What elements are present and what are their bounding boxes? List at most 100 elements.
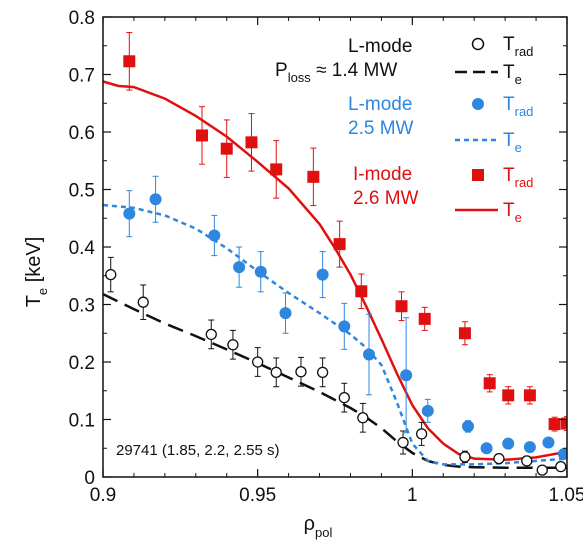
- data-point-s1-p3: [233, 246, 246, 288]
- data-point-s0-p6: [295, 356, 307, 387]
- data-point-s0-p1: [137, 284, 149, 320]
- data-point-s0-p8: [338, 382, 350, 413]
- marker-filled-square: [523, 389, 536, 402]
- marker-filled-square: [548, 418, 561, 431]
- marker-filled-circle: [400, 369, 413, 382]
- legend-filled-square-marker: [472, 169, 484, 181]
- marker-open-circle: [295, 366, 307, 378]
- marker-filled-square: [245, 136, 258, 149]
- marker-filled-square: [333, 238, 346, 251]
- y-tick-label: 0.6: [69, 123, 95, 144]
- data-point-s1-p4: [254, 251, 267, 293]
- legend-open-circle-marker: [471, 37, 485, 51]
- data-point-s2-p15: [561, 416, 567, 431]
- fit-line-0: [103, 292, 567, 470]
- x-tick-label: 0.95: [239, 485, 276, 506]
- data-point-s2-p1: [195, 106, 208, 165]
- marker-open-circle: [397, 436, 409, 449]
- legend-group2-te: Te: [503, 130, 522, 155]
- data-point-s1-p8: [363, 313, 376, 396]
- data-point-s0-p14: [521, 455, 533, 467]
- marker-filled-circle: [233, 261, 246, 274]
- marker-filled-square: [502, 389, 515, 402]
- data-point-s1-p6: [316, 251, 329, 299]
- data-point-s1-p5: [279, 292, 292, 334]
- data-point-s0-p16: [555, 460, 567, 473]
- data-point-s0-p12: [459, 450, 471, 464]
- marker-open-circle: [555, 460, 567, 473]
- data-point-s1-p10: [421, 398, 434, 423]
- marker-filled-circle: [542, 436, 555, 449]
- legend-group1-te: Te: [503, 62, 522, 87]
- data-point-s2-p5: [307, 147, 320, 207]
- marker-filled-square: [458, 327, 471, 340]
- y-tick-label: 0.5: [69, 181, 95, 202]
- marker-open-circle: [270, 366, 282, 379]
- shot-annotation: 29741 (1.85, 2.2, 2.55 s): [116, 442, 279, 459]
- data-point-s0-p13: [493, 452, 505, 465]
- y-tick-label: 0: [84, 468, 95, 489]
- marker-filled-square: [220, 142, 233, 155]
- marker-open-circle: [536, 464, 548, 476]
- marker-filled-circle: [123, 207, 136, 220]
- y-axis-title: Te [keV]: [23, 237, 50, 308]
- marker-open-circle: [252, 356, 264, 368]
- marker-open-circle: [338, 391, 350, 404]
- data-point-s0-p0: [105, 256, 117, 293]
- data-point-s0-p7: [316, 357, 329, 388]
- data-point-s0-p2: [205, 319, 217, 350]
- marker-filled-square: [483, 377, 496, 390]
- data-point-s1-p1: [149, 175, 162, 223]
- marker-open-circle: [227, 339, 239, 351]
- legend-group3-trad: Trad: [503, 165, 533, 190]
- data-point-s2-p10: [458, 321, 471, 346]
- legend-group1-title: L-mode: [348, 36, 412, 57]
- data-point-s2-p0: [123, 32, 136, 91]
- marker-filled-square: [123, 55, 136, 68]
- data-point-s0-p4: [252, 347, 264, 377]
- legend-group1-power: Ploss ≈ 1.4 MW: [275, 60, 397, 85]
- marker-filled-circle: [480, 442, 493, 455]
- legend-group1-trad: Trad: [503, 34, 533, 59]
- data-point-s0-p5: [270, 357, 282, 388]
- data-point-s0-p3: [227, 329, 239, 360]
- data-point-s0-p11: [415, 421, 428, 446]
- marker-filled-circle: [149, 193, 162, 206]
- marker-filled-circle: [421, 404, 434, 417]
- marker-filled-circle: [462, 420, 475, 433]
- marker-filled-square: [307, 170, 320, 183]
- data-point-s2-p11: [483, 374, 496, 393]
- data-point-s1-p16: [557, 448, 567, 460]
- x-tick-label: 1.05: [549, 485, 583, 506]
- data-point-s1-p2: [208, 214, 221, 257]
- marker-filled-circle: [316, 268, 329, 281]
- data-point-s1-p0: [123, 190, 136, 238]
- data-point-s2-p3: [245, 113, 258, 172]
- marker-filled-circle: [208, 229, 221, 242]
- legend-group3-power: 2.6 MW: [353, 188, 419, 209]
- marker-open-circle: [105, 268, 117, 281]
- legend-group2-title: L-mode: [348, 94, 412, 115]
- marker-open-circle: [415, 428, 428, 440]
- data-point-s2-p8: [395, 291, 408, 322]
- data-point-s2-p2: [220, 119, 233, 178]
- data-point-s1-p9: [400, 317, 413, 434]
- data-point-s1-p14: [523, 441, 536, 454]
- legend-group2-trad: Trad: [503, 94, 533, 119]
- marker-open-circle: [357, 412, 369, 424]
- legend-group2-power: 2.5 MW: [348, 118, 414, 139]
- data-point-s2-p14: [548, 416, 561, 432]
- y-tick-label: 0.7: [69, 66, 95, 87]
- y-tick-label: 0.2: [69, 353, 95, 374]
- y-tick-label: 0.1: [69, 411, 95, 432]
- data-point-s2-p4: [270, 140, 283, 199]
- y-tick-label: 0.8: [69, 8, 95, 29]
- marker-open-circle: [521, 455, 533, 467]
- data-point-s1-p11: [462, 420, 475, 433]
- y-tick-label: 0.3: [69, 296, 95, 317]
- legend: L-mode Ploss ≈ 1.4 MW Trad Te L-mode 2.5…: [275, 34, 533, 225]
- legend-group3-title: I-mode: [353, 164, 412, 185]
- marker-filled-square: [195, 129, 208, 142]
- legend-filled-circle-marker: [472, 98, 484, 110]
